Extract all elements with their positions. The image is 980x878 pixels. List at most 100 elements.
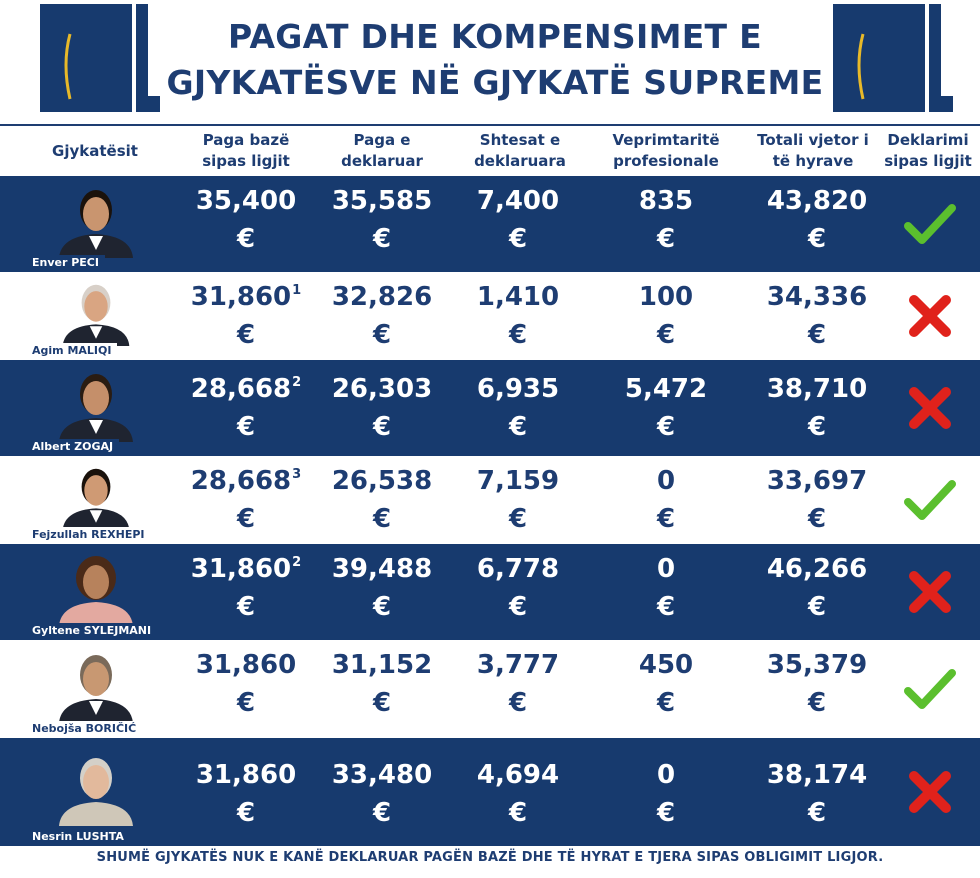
professional-value: 450 <box>638 650 694 680</box>
currency-symbol: € <box>807 592 827 622</box>
currency-symbol: € <box>807 224 827 254</box>
judge-name: Fejzullah REXHEPI <box>26 527 151 542</box>
cross-icon <box>890 386 970 430</box>
currency-symbol: € <box>508 798 528 828</box>
base-salary-value: 31,860 <box>195 650 297 680</box>
cell-base-salary: 31,860 € <box>182 640 310 738</box>
cell-declared-salary: 33,480 € <box>318 738 446 846</box>
base-salary-value: 31,860 <box>195 760 297 790</box>
cell-annual-total: 33,697 € <box>752 456 882 544</box>
cell-professional: 450 € <box>602 640 730 738</box>
judge-name: Nebojša BORIČIĆ <box>26 721 143 736</box>
currency-symbol: € <box>807 688 827 718</box>
footnote-marker: 1 <box>292 283 302 298</box>
table-row: Nesrin LUSHTA 31,860 €33,480 €4,694 €0 €38,17… <box>0 738 980 846</box>
cell-annual-total: 34,336 € <box>752 272 882 360</box>
currency-symbol: € <box>236 320 256 350</box>
check-icon <box>890 667 970 711</box>
currency-symbol: € <box>807 320 827 350</box>
currency-symbol: € <box>372 224 392 254</box>
annual-total-value: 38,174 <box>766 760 868 790</box>
table-row: Fejzullah REXHEPI 28,6683 €26,538 €7,159 €0 €… <box>0 456 980 544</box>
allowances-value: 7,159 <box>476 466 560 496</box>
professional-value: 5,472 <box>624 374 708 404</box>
base-salary-value: 28,6682 <box>190 374 302 404</box>
declared-salary-value: 35,585 <box>331 186 433 216</box>
currency-symbol: € <box>656 320 676 350</box>
currency-symbol: € <box>372 412 392 442</box>
annual-total-value: 33,697 <box>766 466 868 496</box>
currency-symbol: € <box>656 412 676 442</box>
currency-symbol: € <box>807 412 827 442</box>
cell-allowances: 7,400 € <box>454 176 582 272</box>
annual-total-value: 35,379 <box>766 650 868 680</box>
cell-annual-total: 38,174 € <box>752 738 882 846</box>
currency-symbol: € <box>236 592 256 622</box>
cell-professional: 5,472 € <box>602 360 730 456</box>
judge-name: Agim MALIQI <box>26 343 118 358</box>
cell-annual-total: 43,820 € <box>752 176 882 272</box>
check-icon <box>890 478 970 522</box>
currency-symbol: € <box>508 504 528 534</box>
page-title: PAGAT DHE KOMPENSIMET E GJYKATËSVE NË GJ… <box>160 14 830 106</box>
header-allowances: Shtesat e deklaruara <box>474 131 566 170</box>
cell-allowances: 7,159 € <box>454 456 582 544</box>
currency-symbol: € <box>236 798 256 828</box>
allowances-value: 6,778 <box>476 554 560 584</box>
professional-value: 0 <box>656 554 676 584</box>
cell-base-salary: 28,6683 € <box>182 456 310 544</box>
judge-name: Albert ZOGAJ <box>26 439 120 454</box>
base-salary-value: 31,8601 <box>190 282 302 312</box>
currency-symbol: € <box>508 592 528 622</box>
logo-right <box>833 4 953 112</box>
declared-salary-value: 32,826 <box>331 282 433 312</box>
header-judges: Gjykatësit <box>52 141 138 160</box>
cell-base-salary: 31,860 € <box>182 738 310 846</box>
cell-allowances: 6,778 € <box>454 544 582 640</box>
judge-name: Nesrin LUSHTA <box>26 829 130 844</box>
header-annual-total: Totali vjetor i të hyrave <box>757 131 869 170</box>
judge-name: Enver PECI <box>26 255 105 270</box>
cell-allowances: 3,777 € <box>454 640 582 738</box>
base-salary-value: 28,6683 <box>190 466 302 496</box>
currency-symbol: € <box>656 592 676 622</box>
allowances-value: 1,410 <box>476 282 560 312</box>
judge-photo <box>40 642 152 724</box>
currency-symbol: € <box>236 504 256 534</box>
currency-symbol: € <box>236 688 256 718</box>
header-professional: Veprimtaritë profesionale <box>612 131 720 170</box>
footer-note: SHUMË GJYKATËS NUK E KANË DEKLARUAR PAGË… <box>96 850 884 865</box>
cell-declared-salary: 39,488 € <box>318 544 446 640</box>
base-salary-value: 31,8602 <box>190 554 302 584</box>
judge-photo <box>40 178 152 258</box>
divider <box>0 124 980 126</box>
cell-professional: 100 € <box>602 272 730 360</box>
logo-left <box>40 4 160 112</box>
cross-icon <box>890 294 970 338</box>
cell-allowances: 1,410 € <box>454 272 582 360</box>
currency-symbol: € <box>508 688 528 718</box>
currency-symbol: € <box>508 412 528 442</box>
cell-declared-salary: 32,826 € <box>318 272 446 360</box>
cell-base-salary: 31,8601 € <box>182 272 310 360</box>
declared-salary-value: 39,488 <box>331 554 433 584</box>
judge-photo <box>40 740 152 832</box>
check-icon <box>890 202 970 246</box>
allowances-value: 3,777 <box>476 650 560 680</box>
allowances-value: 6,935 <box>476 374 560 404</box>
cell-base-salary: 31,8602 € <box>182 544 310 640</box>
currency-symbol: € <box>372 320 392 350</box>
currency-symbol: € <box>807 798 827 828</box>
cross-icon <box>890 770 970 814</box>
table-row: Enver PECI 35,400 €35,585 €7,400 €835 €43,820… <box>0 176 980 272</box>
footnote-marker: 2 <box>292 555 302 570</box>
cell-professional: 0 € <box>602 544 730 640</box>
judge-name: Gyltene SYLEJMANI <box>26 623 158 638</box>
footnote-marker: 3 <box>292 467 302 482</box>
table-row: Agim MALIQI 31,8601 €32,826 €1,410 €100 €34,3… <box>0 272 980 360</box>
judge-photo <box>40 362 152 442</box>
cell-annual-total: 38,710 € <box>752 360 882 456</box>
cell-professional: 0 € <box>602 738 730 846</box>
cell-declared-salary: 26,538 € <box>318 456 446 544</box>
currency-symbol: € <box>508 320 528 350</box>
